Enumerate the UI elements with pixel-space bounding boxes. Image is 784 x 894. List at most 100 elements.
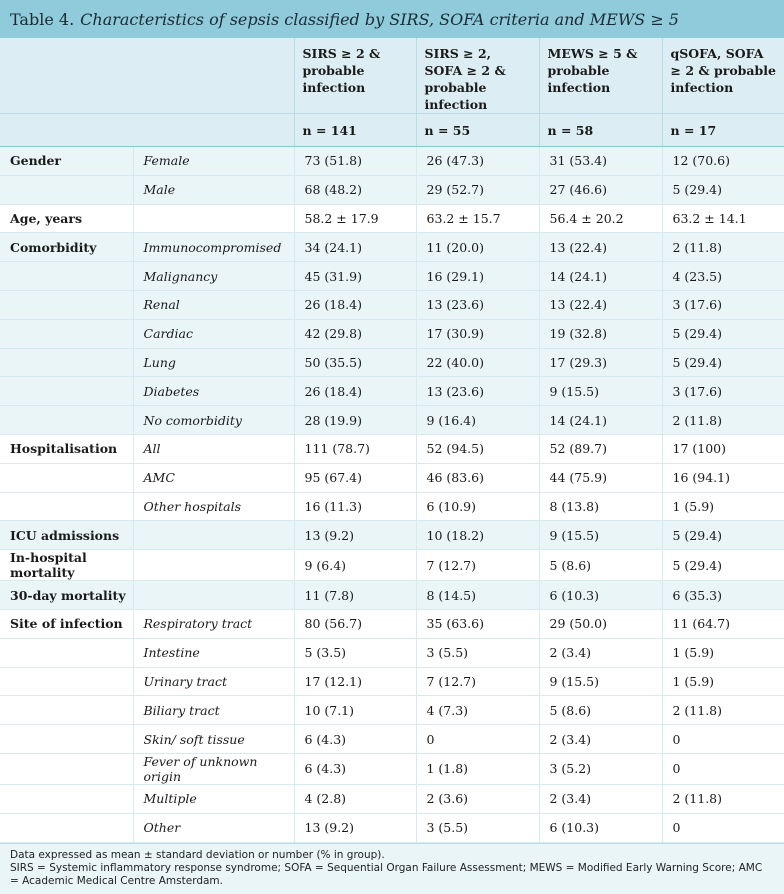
table-row: Site of infection Respiratory tract 80 (56… xyxy=(0,609,784,639)
table-cell: 111 (78.7) xyxy=(293,434,416,464)
table-cell: 10 (18.2) xyxy=(415,520,539,551)
table-cell: 46 (83.6) xyxy=(415,463,539,493)
column-header-mews: MEWS ≥ 5 & probable infection xyxy=(538,38,662,114)
table-cell: 4 (7.3) xyxy=(415,695,539,726)
table-cell: 2 (11.8) xyxy=(661,695,784,726)
table-cell: 5 (8.6) xyxy=(538,549,662,582)
table-cell: 5 (29.4) xyxy=(661,549,784,582)
table-cell: 0 xyxy=(661,724,784,754)
table-cell: 16 (94.1) xyxy=(661,463,784,493)
table-cell: 27 (46.6) xyxy=(538,175,662,205)
table-cell: 13 (9.2) xyxy=(293,813,416,843)
table-cell: 6 (10.3) xyxy=(538,580,662,610)
table-row: Intestine 5 (3.5) 3 (5.5) 2 (3.4) 1 (5.9) xyxy=(0,638,784,668)
table-cell: 73 (51.8) xyxy=(293,146,416,176)
column-header-row: SIRS ≥ 2 & probable infection SIRS ≥ 2, … xyxy=(0,38,784,114)
table-row: Fever of unknown origin 6 (4.3) 1 (1.8) 3 (… xyxy=(0,753,784,785)
row-subcategory: Urinary tract xyxy=(133,667,294,697)
row-category: 30-day mortality xyxy=(0,580,134,610)
row-subcategory: Fever of unknown origin xyxy=(133,753,294,785)
table-cell: 9 (15.5) xyxy=(538,520,662,551)
table-cell: 0 xyxy=(661,753,784,785)
table-cell: 13 (23.6) xyxy=(415,290,539,320)
row-category xyxy=(0,492,134,522)
table-cell: 29 (50.0) xyxy=(538,609,662,639)
table-cell: 0 xyxy=(661,813,784,843)
table-cell: 31 (53.4) xyxy=(538,146,662,176)
table-cell: 2 (3.4) xyxy=(538,724,662,754)
table-cell: 17 (12.1) xyxy=(293,667,416,697)
row-category: Comorbidity xyxy=(0,232,134,263)
row-subcategory: Other xyxy=(133,813,294,843)
table-cell: 12 (70.6) xyxy=(661,146,784,176)
table-cell: 2 (11.8) xyxy=(661,232,784,263)
table-cell: 26 (18.4) xyxy=(293,376,416,407)
header-empty-subcategory xyxy=(133,113,294,147)
row-subcategory: Female xyxy=(133,146,294,176)
row-subcategory: Skin/ soft tissue xyxy=(133,724,294,754)
table-cell: 9 (15.5) xyxy=(538,376,662,407)
header-empty-category xyxy=(0,113,133,147)
table-cell: 8 (13.8) xyxy=(538,492,662,522)
row-subcategory: Lung xyxy=(133,348,294,378)
table-cell: 6 (10.9) xyxy=(415,492,539,522)
table-row: No comorbidity 28 (19.9) 9 (16.4) 14 (24.1)… xyxy=(0,405,784,435)
table-row: Gender Female 73 (51.8) 26 (47.3) 31 (53.4) 1… xyxy=(0,146,784,176)
row-subcategory: Intestine xyxy=(133,638,294,668)
row-subcategory: Other hospitals xyxy=(133,492,294,522)
table-cell: 63.2 ± 14.1 xyxy=(661,204,784,234)
table-cell: 6 (4.3) xyxy=(293,753,416,785)
row-category xyxy=(0,376,134,407)
table-cell: 5 (29.4) xyxy=(661,520,784,551)
table-row: In-hospital mortality 9 (6.4) 7 (12.7) 5 (8… xyxy=(0,549,784,582)
table-cell: 3 (5.2) xyxy=(538,753,662,785)
row-category xyxy=(0,290,134,320)
table-cell: 14 (24.1) xyxy=(538,405,662,435)
table-cell: 10 (7.1) xyxy=(293,695,416,726)
table-cell: 2 (11.8) xyxy=(661,784,784,814)
table-cell: 11 (7.8) xyxy=(293,580,416,610)
table-cell: 7 (12.7) xyxy=(415,549,539,582)
table-cell: 11 (20.0) xyxy=(415,232,539,263)
table-cell: 6 (35.3) xyxy=(661,580,784,610)
table-row: Biliary tract 10 (7.1) 4 (7.3) 5 (8.6) 2 (11… xyxy=(0,695,784,726)
table-cell: 2 (3.6) xyxy=(415,784,539,814)
table-row: Other hospitals 16 (11.3) 6 (10.9) 8 (13.8)… xyxy=(0,492,784,522)
table-cell: 13 (23.6) xyxy=(415,376,539,407)
table-footnote: Data expressed as mean ± standard deviat… xyxy=(0,842,784,894)
row-subcategory: Malignancy xyxy=(133,261,294,291)
row-subcategory: Immunocompromised xyxy=(133,232,294,263)
row-subcategory: Biliary tract xyxy=(133,695,294,726)
table-cell: 17 (30.9) xyxy=(415,319,539,349)
table-row: Hospitalisation All 111 (78.7) 52 (94.5) 52 … xyxy=(0,434,784,464)
row-category: Hospitalisation xyxy=(0,434,134,464)
table-body: Gender Female 73 (51.8) 26 (47.3) 31 (53.4) 1… xyxy=(0,146,784,843)
table-row: Malignancy 45 (31.9) 16 (29.1) 14 (24.1) 4 (… xyxy=(0,261,784,291)
table-cell: 19 (32.8) xyxy=(538,319,662,349)
table-cell: 14 (24.1) xyxy=(538,261,662,291)
table-cell: 44 (75.9) xyxy=(538,463,662,493)
table-cell: 0 xyxy=(415,724,539,754)
table-cell: 6 (10.3) xyxy=(538,813,662,843)
table-cell: 9 (16.4) xyxy=(415,405,539,435)
table-row: Skin/ soft tissue 6 (4.3) 0 2 (3.4) 0 xyxy=(0,724,784,754)
table-cell: 29 (52.7) xyxy=(415,175,539,205)
row-category: Gender xyxy=(0,146,134,176)
table-cell: 52 (94.5) xyxy=(415,434,539,464)
table-row: Lung 50 (35.5) 22 (40.0) 17 (29.3) 5 (29.4) xyxy=(0,348,784,378)
table-cell: 63.2 ± 15.7 xyxy=(415,204,539,234)
row-category xyxy=(0,753,134,785)
footnote-line-abbreviations: SIRS = Systemic inflammatory response sy… xyxy=(10,861,763,887)
table-cell: 5 (3.5) xyxy=(293,638,416,668)
row-subcategory xyxy=(133,520,294,551)
table-cell: 1 (5.9) xyxy=(661,667,784,697)
row-subcategory: AMC xyxy=(133,463,294,493)
row-subcategory: Respiratory tract xyxy=(133,609,294,639)
row-category: ICU admissions xyxy=(0,520,134,551)
table-cell: 2 (3.4) xyxy=(538,638,662,668)
table-cell: 45 (31.9) xyxy=(293,261,416,291)
row-category xyxy=(0,813,134,843)
table-caption: Characteristics of sepsis classified by … xyxy=(80,9,679,29)
table-cell: 3 (5.5) xyxy=(415,813,539,843)
table-cell: 3 (17.6) xyxy=(661,290,784,320)
